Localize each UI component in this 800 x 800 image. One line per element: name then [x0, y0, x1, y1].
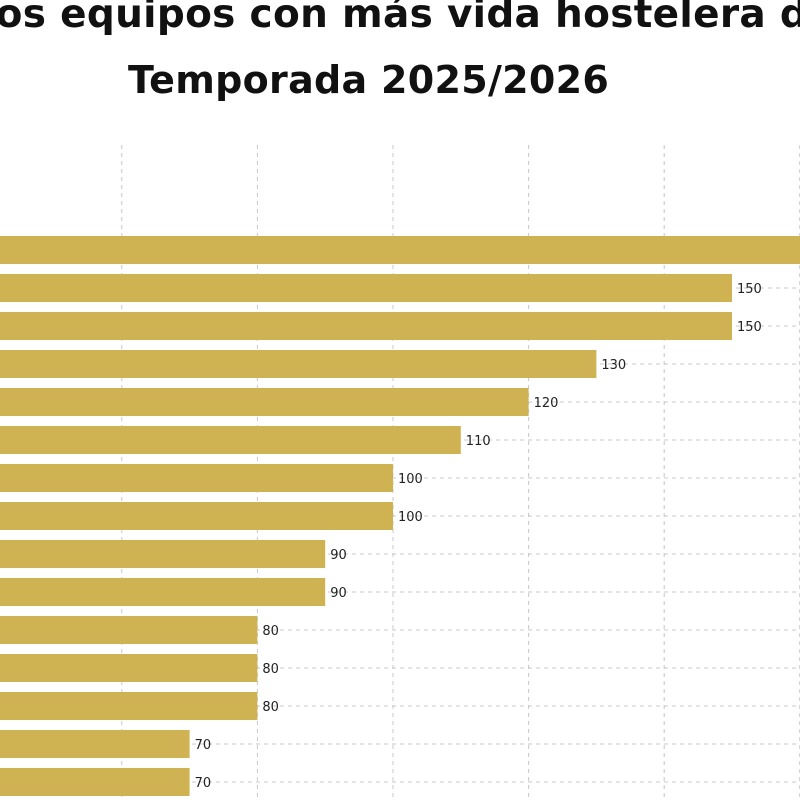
bar	[0, 464, 393, 492]
chart-title: los equipos con más vida hostelera d	[0, 0, 800, 37]
value-labels: 150 150 130 120 110 100 100 90 90 80 80 80 70 70	[195, 282, 762, 791]
bars	[0, 236, 800, 796]
bar-value-label: 70	[195, 738, 212, 753]
bar	[0, 540, 326, 568]
bar-value-label: 80	[262, 624, 279, 639]
bar	[0, 502, 393, 530]
bar	[0, 616, 258, 644]
bar	[0, 654, 258, 682]
bar-value-label: 150	[737, 320, 762, 335]
bar	[0, 236, 800, 264]
bar	[0, 730, 190, 758]
bar-value-label: 80	[262, 662, 279, 677]
bar	[0, 426, 461, 454]
chart-subtitle: Temporada 2025/2026	[128, 58, 610, 102]
bar	[0, 312, 732, 340]
bar	[0, 274, 732, 302]
bar-value-label: 110	[466, 434, 491, 449]
bar-value-label: 100	[398, 472, 423, 487]
bar-value-label: 90	[330, 548, 347, 563]
bar-value-label: 130	[601, 358, 626, 373]
bar	[0, 578, 326, 606]
bar	[0, 692, 258, 720]
bar-value-label: 100	[398, 510, 423, 525]
bar-value-label: 150	[737, 282, 762, 297]
bar	[0, 388, 529, 416]
bar	[0, 350, 597, 378]
bar-value-label: 70	[195, 776, 212, 791]
bar-value-label: 120	[534, 396, 559, 411]
bar	[0, 768, 190, 796]
bar-value-label: 90	[330, 586, 347, 601]
bar-value-label: 80	[262, 700, 279, 715]
